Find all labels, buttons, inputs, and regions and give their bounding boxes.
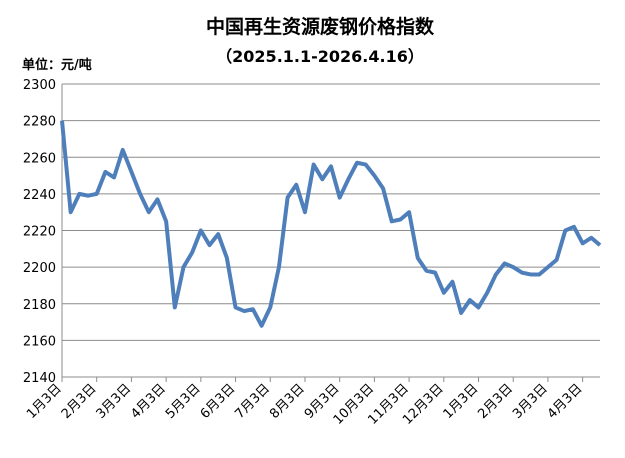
chart-title: 中国再生资源废钢价格指数 <box>206 15 435 38</box>
y-tick-label: 2280 <box>23 115 56 130</box>
y-tick-label: 2240 <box>23 188 56 203</box>
y-tick-label: 2200 <box>23 261 56 276</box>
y-tick-label: 2140 <box>23 371 56 386</box>
x-tick-label: 8月3日 <box>267 381 308 422</box>
y-tick-label: 2220 <box>23 225 56 240</box>
x-tick-label: 1月3日 <box>441 381 482 422</box>
x-tick-label: 3月3日 <box>510 381 551 422</box>
y-tick-label: 2180 <box>23 298 56 313</box>
x-tick-label: 4月3日 <box>128 381 169 422</box>
y-tick-label: 2160 <box>23 334 56 349</box>
x-tick-label: 7月3日 <box>232 381 273 422</box>
x-tick-label: 4月3日 <box>545 381 586 422</box>
y-axis-label: 单位：元/吨 <box>22 57 92 73</box>
x-tick-label: 3月3日 <box>94 381 135 422</box>
x-tick-label: 5月3日 <box>163 381 204 422</box>
x-tick-label: 1月3日 <box>24 381 65 422</box>
x-tick-label: 2月3日 <box>59 381 100 422</box>
x-tick-label: 2月3日 <box>475 381 516 422</box>
chart-subtitle: （2025.1.1-2026.4.16） <box>216 47 424 66</box>
y-tick-label: 2260 <box>23 151 56 166</box>
y-tick-label: 2300 <box>23 78 56 93</box>
x-tick-label: 6月3日 <box>198 381 239 422</box>
data-line <box>60 120 602 328</box>
